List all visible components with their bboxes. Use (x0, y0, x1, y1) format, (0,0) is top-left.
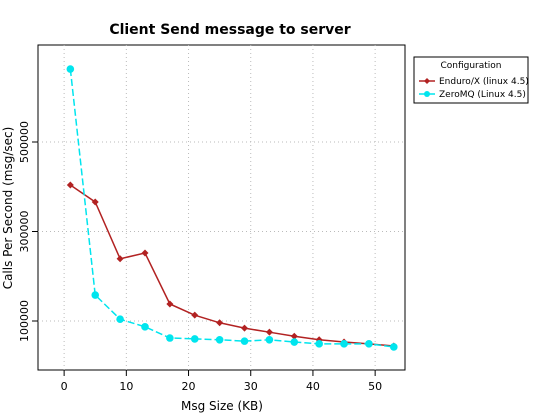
point (290, 338, 299, 346)
x-tick-label: 50 (368, 380, 382, 393)
plot-frame (37, 44, 406, 371)
point (340, 340, 348, 348)
point (215, 335, 224, 344)
legend-label: ZeroMQ (Linux 4.5) (439, 90, 526, 100)
legend-marker (424, 91, 430, 97)
point (240, 337, 249, 345)
y-tick-label: 100000 (18, 300, 31, 342)
point (66, 65, 75, 73)
point (141, 323, 149, 331)
y-tick-label: 500000 (18, 121, 31, 163)
x-tick-label: 20 (182, 380, 196, 393)
legend-marker (424, 78, 430, 84)
point (66, 181, 74, 189)
y-axis-label: Calls Per Second (msg/sec) (1, 127, 15, 290)
legend-box (413, 56, 529, 104)
x-tick-label: 0 (61, 380, 68, 393)
legend-title: Configuration (440, 61, 501, 71)
point (216, 319, 224, 327)
point (315, 340, 323, 348)
y-tick-label: 300000 (18, 210, 31, 252)
point (241, 324, 249, 332)
series-line (69, 184, 394, 347)
series-line (69, 68, 394, 348)
point (265, 335, 274, 344)
point (116, 255, 124, 263)
x-tick-label: 40 (306, 380, 320, 393)
chart-title: Client Send message to server (109, 22, 350, 38)
point (390, 343, 398, 351)
x-tick-label: 10 (119, 380, 133, 393)
x-axis-label: Msg Size (KB) (181, 399, 263, 413)
x-tick-label: 30 (244, 380, 258, 393)
point (116, 315, 124, 324)
point (166, 334, 174, 342)
legend-label: Enduro/X (linux 4.5) (439, 77, 529, 87)
point (365, 340, 373, 348)
point (91, 198, 99, 206)
point (166, 300, 174, 308)
point (91, 291, 100, 299)
point (190, 335, 199, 343)
point (265, 328, 273, 336)
point (141, 249, 149, 257)
point (191, 311, 199, 319)
point (290, 332, 298, 340)
